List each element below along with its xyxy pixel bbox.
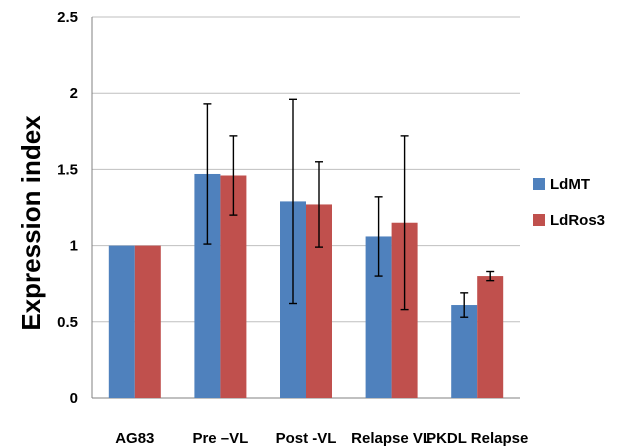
x-tick-label: Pre –VL xyxy=(192,430,248,447)
y-tick-label: 0 xyxy=(70,390,78,407)
bar-ldros3-4 xyxy=(477,276,504,398)
legend-label-ldmt: LdMT xyxy=(550,176,590,193)
y-tick-label: 2.5 xyxy=(57,9,78,26)
x-tick-label: Relapse VL xyxy=(351,430,432,447)
y-axis-title: Expression index xyxy=(16,115,46,331)
y-tick-label: 1.5 xyxy=(57,161,78,178)
error-bars xyxy=(203,98,495,318)
legend-label-ldros3: LdRos3 xyxy=(550,212,605,229)
legend-swatch-ldros3 xyxy=(533,214,545,226)
legend-swatch-ldmt xyxy=(533,178,545,190)
x-tick-label: Post -VL xyxy=(276,430,337,447)
labels: 0 0.5 1 1.5 2 2.5 AG83 Pre –VL Post -VL Relapse V… xyxy=(57,9,528,447)
y-tick-label: 2 xyxy=(70,85,78,102)
legend: LdMT LdRos3 xyxy=(533,176,605,229)
bar-ldros3-0 xyxy=(134,245,161,398)
x-tick-label: AG83 xyxy=(115,430,154,447)
gridlines xyxy=(92,16,520,323)
y-tick-label: 1 xyxy=(70,238,78,255)
bar-ldmt-4 xyxy=(451,305,478,398)
bar-ldmt-0 xyxy=(108,245,135,398)
bars xyxy=(108,173,504,398)
x-tick-label: PKDL Relapse xyxy=(426,430,528,447)
y-tick-label: 0.5 xyxy=(57,314,78,331)
